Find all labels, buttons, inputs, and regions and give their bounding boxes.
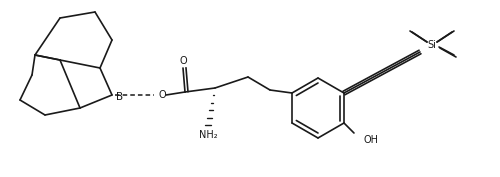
Text: O: O [158, 90, 166, 100]
Text: NH₂: NH₂ [198, 130, 218, 140]
Text: O: O [179, 56, 187, 66]
Text: Si: Si [428, 40, 436, 50]
Text: OH: OH [364, 135, 379, 145]
Text: B: B [116, 92, 123, 102]
